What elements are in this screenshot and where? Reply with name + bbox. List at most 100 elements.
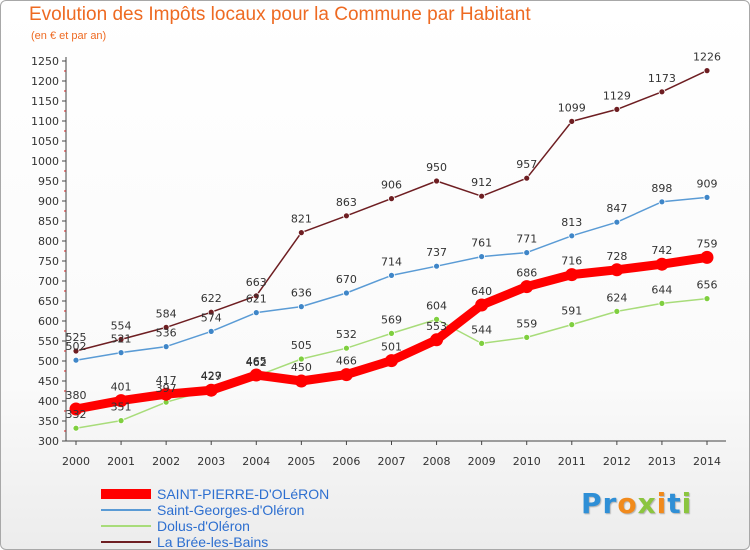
data-point xyxy=(159,387,173,401)
y-tick-label: 900 xyxy=(38,195,59,208)
y-tick-label: 750 xyxy=(38,255,59,268)
data-point xyxy=(343,344,350,352)
data-label: 544 xyxy=(471,323,492,336)
y-tick-label: 950 xyxy=(38,175,59,188)
x-tick-label: 2006 xyxy=(332,455,360,468)
y-tick-label: 850 xyxy=(38,215,59,228)
data-label: 728 xyxy=(606,250,627,263)
y-tick-label: 400 xyxy=(38,395,59,408)
y-tick-label: 450 xyxy=(38,375,59,388)
data-point xyxy=(613,218,621,226)
data-point xyxy=(568,232,576,240)
data-label: 525 xyxy=(66,331,87,344)
data-point xyxy=(388,329,395,337)
legend-label: La Brée-les-Bains xyxy=(157,534,268,550)
data-point xyxy=(433,177,440,185)
data-label: 553 xyxy=(426,320,447,333)
y-tick-label: 800 xyxy=(38,235,59,248)
data-label: 584 xyxy=(156,307,177,320)
data-point xyxy=(69,402,83,416)
x-tick-label: 2000 xyxy=(62,455,90,468)
data-label: 536 xyxy=(156,327,177,340)
data-label: 569 xyxy=(381,313,402,326)
data-label: 847 xyxy=(606,202,627,215)
data-label: 759 xyxy=(697,237,718,250)
proxiti-logo: Proxiti xyxy=(581,487,693,520)
data-label: 1129 xyxy=(603,89,631,102)
data-label: 450 xyxy=(291,361,312,374)
data-label: 465 xyxy=(246,355,267,368)
data-label: 737 xyxy=(426,246,447,259)
y-tick-label: 1250 xyxy=(31,55,59,68)
data-label: 656 xyxy=(697,279,718,292)
data-label: 906 xyxy=(381,179,402,192)
data-label: 686 xyxy=(516,267,537,280)
data-point xyxy=(385,354,398,368)
data-label: 957 xyxy=(516,158,537,171)
data-point xyxy=(388,271,395,279)
data-label: 898 xyxy=(651,182,672,195)
data-label: 351 xyxy=(111,401,132,414)
data-point xyxy=(294,374,308,388)
data-label: 1173 xyxy=(648,72,676,85)
x-tick-label: 2012 xyxy=(603,455,631,468)
data-point xyxy=(478,253,486,261)
data-point xyxy=(117,335,125,343)
x-tick-label: 2008 xyxy=(423,455,451,468)
chart-subtitle: (en € et par an) xyxy=(31,30,107,42)
data-point xyxy=(207,327,215,335)
data-label: 716 xyxy=(561,255,582,268)
data-point xyxy=(523,174,531,182)
data-point xyxy=(297,229,305,237)
data-point xyxy=(204,383,218,397)
data-point xyxy=(655,257,669,271)
data-point xyxy=(117,349,125,357)
data-label: 1099 xyxy=(558,101,586,114)
data-label: 505 xyxy=(291,339,312,352)
y-tick-label: 1000 xyxy=(31,155,59,168)
data-label: 429 xyxy=(201,369,222,382)
y-tick-label: 350 xyxy=(38,415,59,428)
data-point xyxy=(114,394,128,408)
data-point xyxy=(343,289,350,297)
y-tick-label: 1200 xyxy=(31,75,59,88)
x-tick-label: 2014 xyxy=(693,455,721,468)
data-label: 621 xyxy=(246,293,267,306)
data-label: 742 xyxy=(651,244,672,257)
data-label: 670 xyxy=(336,273,357,286)
data-label: 663 xyxy=(246,276,267,289)
data-point xyxy=(252,292,260,300)
data-label: 559 xyxy=(516,317,537,330)
x-tick-label: 2009 xyxy=(468,455,496,468)
data-point xyxy=(343,212,350,220)
data-point xyxy=(72,356,80,364)
data-label: 401 xyxy=(111,381,132,394)
data-point xyxy=(565,268,579,282)
y-tick-label: 1100 xyxy=(31,115,59,128)
data-point xyxy=(703,295,711,303)
data-label: 909 xyxy=(697,177,718,190)
y-tick-label: 500 xyxy=(38,355,59,368)
data-point xyxy=(478,339,486,347)
data-point xyxy=(520,280,534,294)
data-label: 554 xyxy=(111,319,132,332)
x-tick-label: 2010 xyxy=(513,455,541,468)
data-point xyxy=(388,195,395,203)
x-tick-label: 2007 xyxy=(378,455,406,468)
data-label: 640 xyxy=(471,285,492,298)
y-tick-label: 600 xyxy=(38,315,59,328)
data-point xyxy=(658,88,666,96)
data-label: 591 xyxy=(561,305,582,318)
data-label: 521 xyxy=(111,333,132,346)
data-point xyxy=(613,106,621,113)
data-label: 604 xyxy=(426,299,447,312)
data-point xyxy=(72,347,80,355)
data-point xyxy=(613,307,621,315)
data-point xyxy=(430,333,444,347)
chart-title: Evolution des Impôts locaux pour la Comm… xyxy=(29,4,531,25)
data-point xyxy=(249,368,263,382)
data-label: 502 xyxy=(66,340,87,353)
data-point xyxy=(433,315,440,323)
data-label: 644 xyxy=(651,283,672,296)
